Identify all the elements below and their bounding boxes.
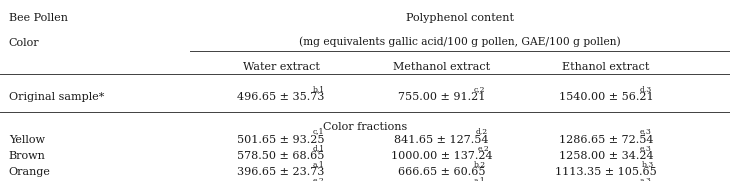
Text: Brown: Brown [9, 151, 46, 161]
Text: e,2: e,2 [312, 176, 325, 181]
Text: 578.50 ± 68.65  d,1: 578.50 ± 68.65 d,1 [225, 151, 337, 161]
Text: 501.65 ± 93.25: 501.65 ± 93.25 [237, 135, 325, 145]
Text: Water extract: Water extract [242, 62, 320, 71]
Text: 496.65 ± 35.73  b,1: 496.65 ± 35.73 b,1 [225, 92, 337, 102]
Text: (mg equivalents gallic acid/100 g pollen, GAE/100 g pollen): (mg equivalents gallic acid/100 g pollen… [299, 36, 620, 47]
Text: 396.65 ± 23.73: 396.65 ± 23.73 [237, 167, 325, 177]
Text: 1258.00 ± 34.24  e,3: 1258.00 ± 34.24 e,3 [547, 151, 665, 161]
Text: e,2: e,2 [477, 144, 489, 152]
Text: 1113.35 ± 105.65  b,3: 1113.35 ± 105.65 b,3 [542, 167, 669, 177]
Text: 396.65 ± 23.73  a,1: 396.65 ± 23.73 a,1 [226, 167, 337, 177]
Text: 1540.00 ± 56.21  d,3: 1540.00 ± 56.21 d,3 [546, 92, 666, 102]
Text: e,3: e,3 [639, 144, 652, 152]
Text: b,3: b,3 [642, 160, 654, 168]
Text: a,1: a,1 [312, 160, 325, 168]
Text: 666.65 ± 60.65: 666.65 ± 60.65 [398, 167, 485, 177]
Text: a,3: a,3 [639, 176, 652, 181]
Text: 755.00 ± 91.21  c,2: 755.00 ± 91.21 c,2 [386, 92, 497, 102]
Text: b,1: b,1 [312, 85, 325, 93]
Text: 1113.35 ± 105.65: 1113.35 ± 105.65 [555, 167, 657, 177]
Text: e,3: e,3 [639, 128, 652, 136]
Text: 755.00 ± 91.21: 755.00 ± 91.21 [398, 92, 485, 102]
Text: c,2: c,2 [473, 85, 485, 93]
Text: Bee Pollen: Bee Pollen [9, 13, 68, 23]
Text: d,3: d,3 [639, 85, 652, 93]
Text: 1000.00 ± 137.24: 1000.00 ± 137.24 [391, 151, 493, 161]
Text: 1000.00 ± 137.24  e,2: 1000.00 ± 137.24 e,2 [379, 151, 504, 161]
Text: Polyphenol content: Polyphenol content [406, 13, 514, 23]
Text: Original sample*: Original sample* [9, 92, 104, 102]
Text: Color: Color [9, 38, 39, 48]
Text: d,2: d,2 [475, 128, 488, 136]
Text: Methanol extract: Methanol extract [393, 62, 491, 71]
Text: 501.65 ± 93.25  c,1: 501.65 ± 93.25 c,1 [226, 135, 337, 145]
Text: Yellow: Yellow [9, 135, 45, 145]
Text: 1286.65 ± 72.54: 1286.65 ± 72.54 [558, 135, 653, 145]
Text: 666.65 ± 60.65  b,2: 666.65 ± 60.65 b,2 [385, 167, 498, 177]
Text: c,1: c,1 [312, 128, 324, 136]
Text: Ethanol extract: Ethanol extract [562, 62, 650, 71]
Text: d,1: d,1 [312, 144, 325, 152]
Text: 578.50 ± 68.65: 578.50 ± 68.65 [237, 151, 325, 161]
Text: 496.65 ± 35.73: 496.65 ± 35.73 [237, 92, 325, 102]
Text: 1258.00 ± 34.24: 1258.00 ± 34.24 [558, 151, 653, 161]
Text: 1540.00 ± 56.21: 1540.00 ± 56.21 [558, 92, 653, 102]
Text: Color fractions: Color fractions [323, 122, 407, 132]
Text: 841.65 ± 127.54  d,2: 841.65 ± 127.54 d,2 [382, 135, 502, 145]
Text: Orange: Orange [9, 167, 50, 177]
Text: 841.65 ± 127.54: 841.65 ± 127.54 [394, 135, 489, 145]
Text: b,2: b,2 [473, 160, 485, 168]
Text: a,1: a,1 [473, 176, 485, 181]
Text: 1286.65 ± 72.54  e,3: 1286.65 ± 72.54 e,3 [547, 135, 665, 145]
